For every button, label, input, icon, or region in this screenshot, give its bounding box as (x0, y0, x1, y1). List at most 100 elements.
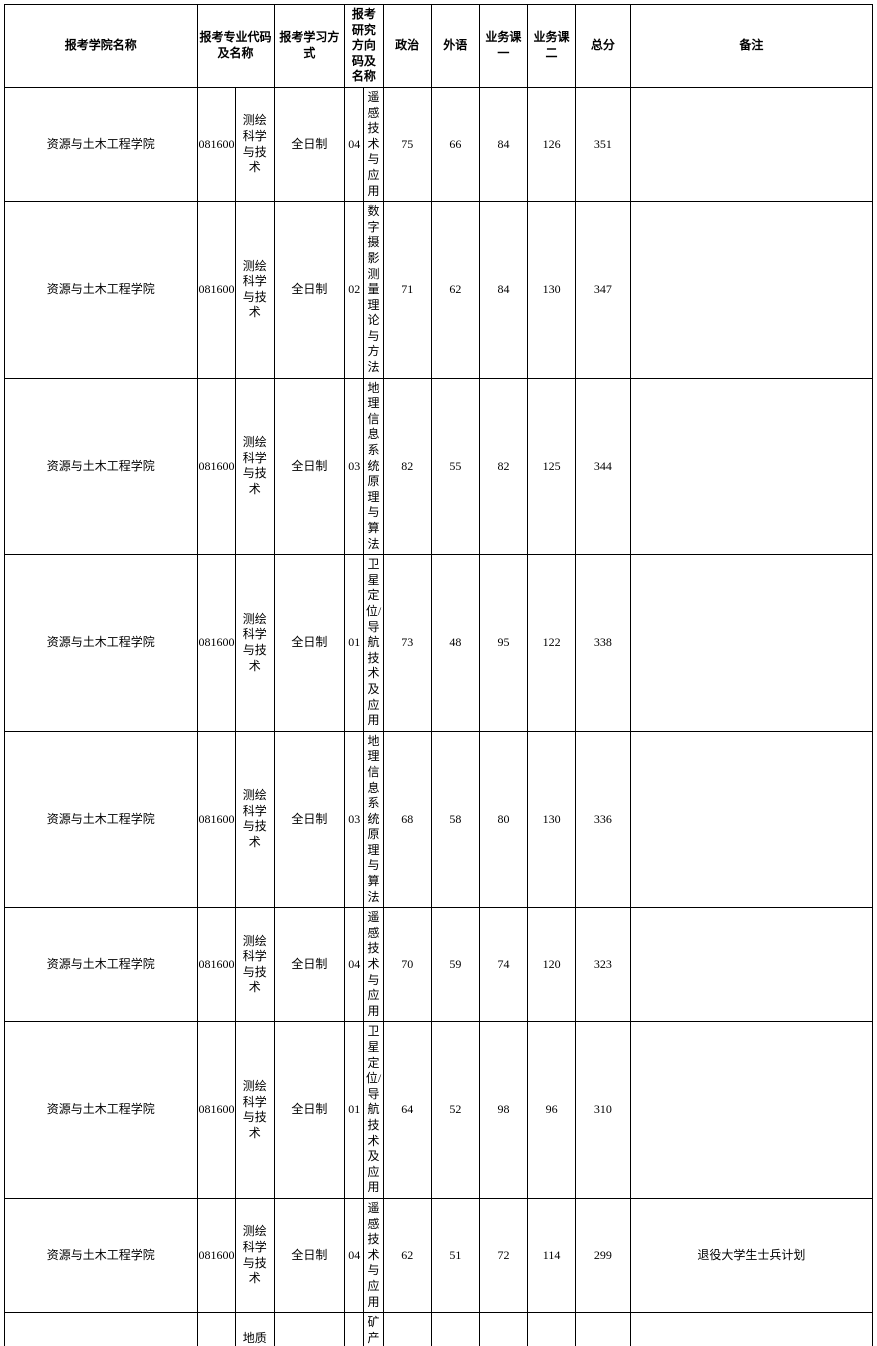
table-row: 资源与土木工程学院081600测绘科学与技术全日制04遥感技术与应用625172… (5, 1198, 873, 1312)
cell-dir-name: 遥感技术与应用 (364, 87, 383, 201)
cell-study-mode: 全日制 (274, 731, 345, 908)
cell-total: 323 (576, 908, 631, 1022)
cell-dir-name: 卫星定位/导航技术及应用 (364, 555, 383, 732)
cell-course1: 74 (479, 908, 527, 1022)
cell-politics: 75 (383, 87, 431, 201)
cell-politics: 71 (383, 202, 431, 379)
cell-school: 资源与土木工程学院 (5, 1313, 198, 1346)
cell-major-name: 测绘科学与技术 (236, 731, 275, 908)
cell-course1: 84 (479, 87, 527, 201)
cell-study-mode: 全日制 (274, 378, 345, 555)
cell-dir-code: 02 (345, 202, 364, 379)
cell-study-mode: 全日制 (274, 1313, 345, 1346)
table-row: 资源与土木工程学院081600测绘科学与技术全日制04遥感技术与应用705974… (5, 908, 873, 1022)
table-header: 报考学院名称 报考专业代码及名称 报考学习方式 报考研究方向码及名称 政治 外语… (5, 5, 873, 88)
cell-dir-name: 地理信息系统原理与算法 (364, 378, 383, 555)
cell-school: 资源与土木工程学院 (5, 1022, 198, 1199)
cell-course2: 122 (528, 555, 576, 732)
cell-course2: 114 (528, 1198, 576, 1312)
header-course2: 业务课二 (528, 5, 576, 88)
cell-course2: 125 (528, 378, 576, 555)
cell-major-name: 测绘科学与技术 (236, 202, 275, 379)
cell-politics: 70 (383, 1313, 431, 1346)
header-major: 报考专业代码及名称 (197, 5, 274, 88)
cell-dir-code: 01 (345, 1313, 364, 1346)
cell-major-code: 081800 (197, 1313, 236, 1346)
cell-remark (630, 1313, 872, 1346)
cell-major-code: 081600 (197, 731, 236, 908)
cell-course1: 98 (479, 1022, 527, 1199)
cell-remark (630, 908, 872, 1022)
cell-foreign-lang: 48 (431, 555, 479, 732)
cell-major-name: 测绘科学与技术 (236, 908, 275, 1022)
cell-dir-code: 01 (345, 1022, 364, 1199)
cell-foreign-lang: 59 (431, 908, 479, 1022)
cell-total: 338 (576, 555, 631, 732)
header-study-mode: 报考学习方式 (274, 5, 345, 88)
cell-politics: 82 (383, 378, 431, 555)
cell-school: 资源与土木工程学院 (5, 87, 198, 201)
cell-major-code: 081600 (197, 202, 236, 379)
cell-study-mode: 全日制 (274, 202, 345, 379)
cell-study-mode: 全日制 (274, 1022, 345, 1199)
header-school: 报考学院名称 (5, 5, 198, 88)
cell-major-code: 081600 (197, 1198, 236, 1312)
cell-foreign-lang: 51 (431, 1198, 479, 1312)
cell-remark (630, 202, 872, 379)
cell-remark (630, 555, 872, 732)
cell-course1: 84 (479, 202, 527, 379)
cell-major-name: 测绘科学与技术 (236, 1198, 275, 1312)
cell-dir-code: 03 (345, 731, 364, 908)
cell-course2: 130 (528, 202, 576, 379)
cell-study-mode: 全日制 (274, 555, 345, 732)
table-container: 报考学院名称 报考专业代码及名称 报考学习方式 报考研究方向码及名称 政治 外语… (4, 4, 873, 1346)
cell-foreign-lang: 75 (431, 1313, 479, 1346)
table-row: 资源与土木工程学院081800地质资源与地质工程全日制01矿产普查与勘探7075… (5, 1313, 873, 1346)
cell-major-name: 地质资源与地质工程 (236, 1313, 275, 1346)
cell-major-code: 081600 (197, 87, 236, 201)
cell-course2: 130 (528, 731, 576, 908)
cell-total: 336 (576, 731, 631, 908)
cell-course1: 72 (479, 1198, 527, 1312)
table-row: 资源与土木工程学院081600测绘科学与技术全日制02数字摄影测量理论与方法71… (5, 202, 873, 379)
cell-dir-name: 数字摄影测量理论与方法 (364, 202, 383, 379)
cell-dir-name: 卫星定位/导航技术及应用 (364, 1022, 383, 1199)
cell-politics: 73 (383, 555, 431, 732)
cell-remark (630, 378, 872, 555)
cell-remark (630, 731, 872, 908)
table-row: 资源与土木工程学院081600测绘科学与技术全日制03地理信息系统原理与算法68… (5, 731, 873, 908)
cell-foreign-lang: 55 (431, 378, 479, 555)
cell-school: 资源与土木工程学院 (5, 555, 198, 732)
cell-foreign-lang: 66 (431, 87, 479, 201)
cell-school: 资源与土木工程学院 (5, 908, 198, 1022)
cell-course1: 82 (479, 378, 527, 555)
cell-course2: 96 (528, 1022, 576, 1199)
cell-study-mode: 全日制 (274, 87, 345, 201)
header-foreign-lang: 外语 (431, 5, 479, 88)
cell-course1: 80 (479, 731, 527, 908)
table-row: 资源与土木工程学院081600测绘科学与技术全日制03地理信息系统原理与算法82… (5, 378, 873, 555)
cell-dir-code: 03 (345, 378, 364, 555)
cell-school: 资源与土木工程学院 (5, 378, 198, 555)
table-row: 资源与土木工程学院081600测绘科学与技术全日制01卫星定位/导航技术及应用6… (5, 1022, 873, 1199)
cell-major-name: 测绘科学与技术 (236, 87, 275, 201)
cell-major-code: 081600 (197, 555, 236, 732)
table-body: 资源与土木工程学院081600测绘科学与技术全日制04遥感技术与应用756684… (5, 87, 873, 1346)
cell-major-name: 测绘科学与技术 (236, 378, 275, 555)
cell-foreign-lang: 62 (431, 202, 479, 379)
cell-dir-code: 04 (345, 87, 364, 201)
cell-dir-name: 遥感技术与应用 (364, 908, 383, 1022)
cell-remark (630, 1022, 872, 1199)
cell-major-name: 测绘科学与技术 (236, 555, 275, 732)
cell-study-mode: 全日制 (274, 908, 345, 1022)
cell-course2: 120 (528, 908, 576, 1022)
cell-course2: 126 (528, 87, 576, 201)
cell-remark: 退役大学生士兵计划 (630, 1198, 872, 1312)
cell-dir-code: 01 (345, 555, 364, 732)
cell-course1: 95 (479, 555, 527, 732)
cell-major-code: 081600 (197, 908, 236, 1022)
cell-major-code: 081600 (197, 378, 236, 555)
header-remark: 备注 (630, 5, 872, 88)
cell-school: 资源与土木工程学院 (5, 731, 198, 908)
header-politics: 政治 (383, 5, 431, 88)
